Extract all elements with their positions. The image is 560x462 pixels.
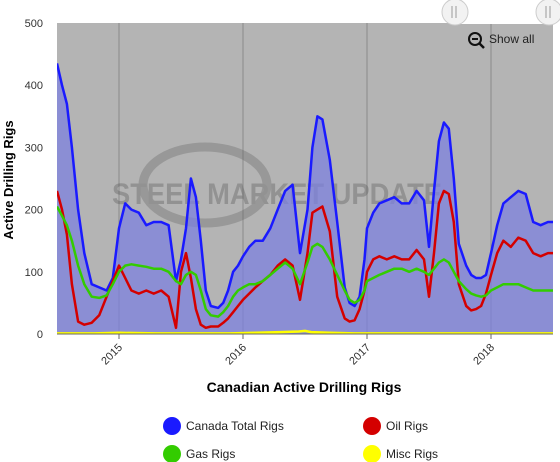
legend-label: Canada Total Rigs xyxy=(186,419,284,433)
y-tick-label: 200 xyxy=(25,205,43,217)
navigator-left-handle[interactable] xyxy=(441,0,469,26)
legend: Canada Total Rigs Oil Rigs Gas Rigs Misc Ri… xyxy=(163,417,438,462)
y-axis-title: Active Drilling Rigs xyxy=(1,120,16,239)
x-axis-title: Canadian Active Drilling Rigs xyxy=(207,379,402,395)
legend-item-gas-rigs[interactable]: Gas Rigs xyxy=(163,445,235,462)
legend-marker xyxy=(363,417,381,435)
legend-marker xyxy=(363,445,381,462)
legend-label: Misc Rigs xyxy=(386,447,438,461)
legend-item-canada-total-rigs[interactable]: Canada Total Rigs xyxy=(163,417,284,435)
show-all-label: Show all xyxy=(489,32,534,46)
series-line-misc-rigs xyxy=(57,329,553,334)
x-axis-ticks: 2015 2016 2017 2018 xyxy=(99,334,497,367)
x-tick-label: 2016 xyxy=(223,342,249,368)
x-tick-label: 2015 xyxy=(99,342,125,368)
legend-label: Oil Rigs xyxy=(386,419,428,433)
legend-label: Gas Rigs xyxy=(186,447,235,461)
legend-item-misc-rigs[interactable]: Misc Rigs xyxy=(363,445,438,462)
series-line-canada-total-rigs xyxy=(57,63,553,310)
x-tick-label: 2017 xyxy=(347,342,373,368)
y-tick-label: 0 xyxy=(37,329,43,341)
series-areas xyxy=(57,63,553,334)
show-all-button[interactable]: Show all xyxy=(468,32,534,49)
series-line-oil-rigs xyxy=(57,189,553,330)
y-axis-ticks: 0 100 200 300 400 500 xyxy=(25,18,43,341)
navigator-right-handle[interactable] xyxy=(535,0,560,26)
y-tick-label: 300 xyxy=(25,142,43,154)
x-tick-label: 2018 xyxy=(471,342,497,368)
series-area-canada-total-rigs xyxy=(57,63,553,334)
legend-marker xyxy=(163,417,181,435)
y-tick-label: 500 xyxy=(25,18,43,30)
legend-marker xyxy=(163,445,181,462)
navigator-track xyxy=(455,2,550,24)
y-tick-label: 400 xyxy=(25,80,43,92)
series-line-gas-rigs xyxy=(57,205,553,318)
watermark-swoosh xyxy=(138,142,272,228)
zoom-out-icon xyxy=(468,32,485,49)
y-tick-label: 100 xyxy=(25,267,43,279)
series-lines xyxy=(57,63,553,334)
navigator[interactable] xyxy=(441,0,560,26)
legend-item-oil-rigs[interactable]: Oil Rigs xyxy=(363,417,428,435)
